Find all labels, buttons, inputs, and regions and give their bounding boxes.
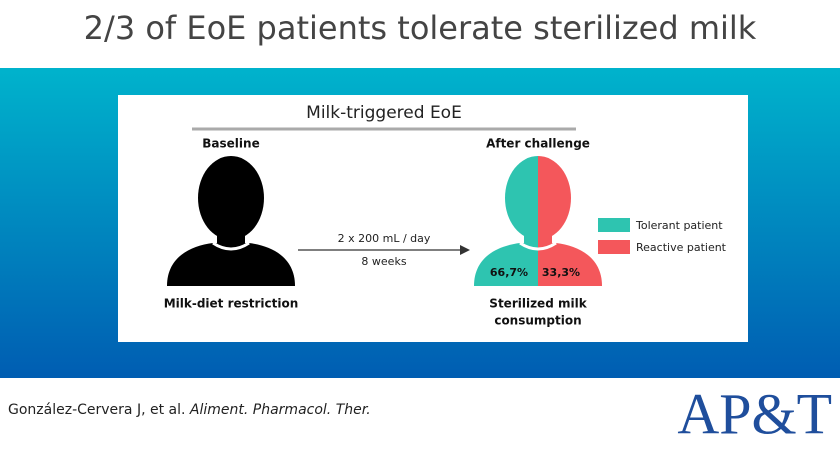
- tolerant-label: 66,7%: [490, 266, 528, 279]
- legend-swatch: [598, 218, 630, 232]
- slide-title: 2/3 of EoE patients tolerate sterilized …: [84, 9, 757, 47]
- baseline-person: [167, 156, 295, 286]
- legend-label: Reactive patient: [636, 241, 727, 254]
- baseline-caption: Milk-diet restriction: [164, 297, 299, 311]
- legend-swatch: [598, 240, 630, 254]
- citation: González-Cervera J, et al. Aliment. Phar…: [8, 402, 371, 418]
- arrow-duration: 8 weeks: [361, 255, 406, 268]
- after-caption: Sterilized milk: [489, 297, 587, 311]
- citation-authors: González-Cervera J, et al.: [8, 402, 185, 418]
- reactive-label: 33,3%: [542, 266, 580, 279]
- legend-label: Tolerant patient: [635, 219, 723, 232]
- baseline-heading: Baseline: [202, 137, 259, 151]
- arrow-head: [460, 245, 470, 255]
- logo: AP&T: [677, 381, 832, 446]
- after-heading: After challenge: [486, 137, 590, 151]
- after-caption: consumption: [494, 314, 581, 328]
- figure-title: Milk-triggered EoE: [306, 103, 462, 123]
- after-person: [474, 156, 602, 286]
- citation-journal: Aliment. Pharmacol. Ther.: [189, 402, 371, 418]
- arrow-dose: 2 x 200 mL / day: [338, 232, 431, 245]
